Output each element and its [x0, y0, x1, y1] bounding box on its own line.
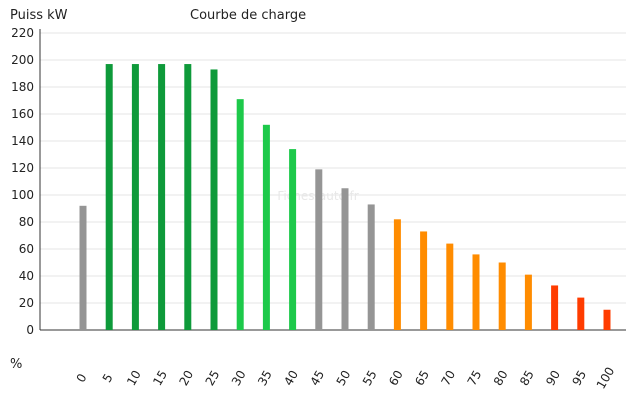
x-tick-label: 10 [124, 368, 144, 388]
bar [105, 64, 113, 331]
x-tick-label: 40 [281, 368, 301, 388]
x-tick-label: 35 [255, 368, 275, 388]
bar [603, 309, 611, 330]
bar [393, 219, 401, 330]
chart-title: Courbe de charge [190, 8, 307, 23]
bar [210, 69, 218, 330]
bar [236, 99, 244, 331]
y-axis-label: Puiss kW [10, 8, 68, 23]
x-tick-label: 0 [74, 371, 90, 385]
x-tick-label: 50 [334, 368, 354, 388]
bar [341, 188, 349, 330]
bar [577, 297, 585, 330]
y-tick-label: 220 [11, 26, 34, 40]
bar [551, 285, 559, 330]
x-tick-label: 65 [412, 368, 432, 388]
x-tick-label: 45 [307, 368, 327, 388]
x-tick-label: 5 [100, 371, 116, 385]
x-tick-label: 20 [176, 368, 196, 388]
y-tick-label: 40 [19, 269, 34, 283]
y-tick-label: 100 [11, 188, 34, 202]
x-axis-label: % [10, 357, 23, 372]
y-tick-label: 60 [19, 242, 34, 256]
y-tick-label: 0 [26, 323, 34, 337]
x-tick-label: 100 [594, 365, 618, 392]
bar [498, 262, 506, 330]
y-tick-label: 160 [11, 107, 34, 121]
x-tick-label: 30 [229, 368, 249, 388]
y-tick-label: 120 [11, 161, 34, 175]
y-tick-label: 140 [11, 134, 34, 148]
bar [158, 64, 166, 331]
bar [472, 254, 480, 330]
bar [420, 231, 428, 330]
x-tick-label: 80 [491, 368, 511, 388]
x-tick-label: 90 [543, 368, 563, 388]
x-tick-label: 75 [465, 368, 485, 388]
x-tick-label: 70 [438, 368, 458, 388]
y-tick-label: 20 [19, 296, 34, 310]
x-tick-label: 85 [517, 368, 537, 388]
bar [262, 124, 270, 330]
bar [446, 243, 454, 330]
bar [315, 169, 323, 330]
bar [131, 64, 139, 331]
x-tick-label: 95 [569, 368, 589, 388]
x-tick-label: 55 [360, 368, 380, 388]
bar [184, 64, 192, 331]
x-tick-label: 25 [203, 368, 223, 388]
bar [524, 274, 532, 330]
x-tick-label: 15 [150, 368, 170, 388]
bar [367, 204, 375, 330]
bar [289, 149, 297, 330]
bar [79, 205, 87, 330]
y-tick-label: 180 [11, 80, 34, 94]
x-tick-label: 60 [386, 368, 406, 388]
y-tick-label: 80 [19, 215, 34, 229]
y-tick-label: 200 [11, 53, 34, 67]
